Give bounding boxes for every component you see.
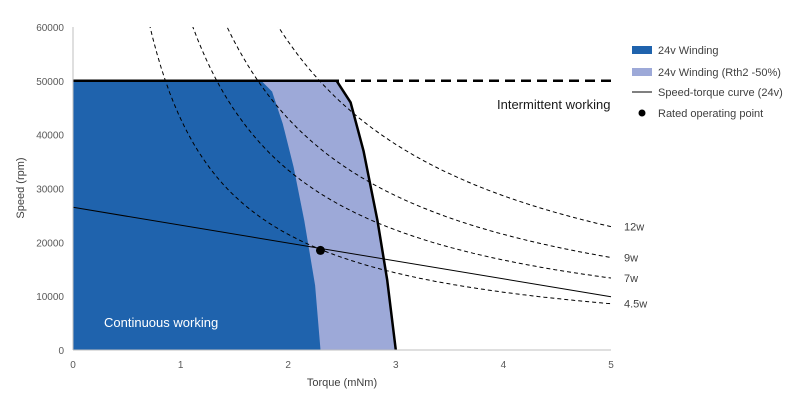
x-tick-label: 1 [178,360,184,371]
legend-swatch-3 [638,109,646,117]
power-curve-label-3: 4.5w [624,299,647,311]
power-curve-label-0: 12w [624,222,644,234]
y-tick-label: 20000 [36,238,64,249]
power-curve-label-2: 7w [624,273,638,285]
x-axis-title: Torque (mNm) [307,377,377,389]
y-tick-label: 50000 [36,77,64,88]
x-tick-label: 5 [608,360,614,371]
power-curve-label-1: 9w [624,252,638,264]
legend-label-1: 24v Winding (Rth2 -50%) [658,67,781,79]
y-tick-label: 10000 [36,292,64,303]
legend-label-3: Rated operating point [658,108,763,120]
y-tick-label: 60000 [36,23,64,34]
y-axis-title: Speed (rpm) [15,157,27,218]
legend-swatch-0 [632,46,652,54]
continuous-working-label: Continuous working [104,315,218,330]
power-curve-1 [226,27,611,258]
power-curve-3 [149,27,611,305]
rated-operating-point [315,245,325,255]
y-tick-label: 30000 [36,185,64,196]
x-tick-label: 4 [501,360,507,371]
power-curve-0 [277,27,611,228]
intermittent-working-label: Intermittent working [497,97,610,112]
legend-swatch-1 [632,68,652,76]
series-area-1 [73,80,321,350]
x-tick-label: 3 [393,360,399,371]
x-tick-label: 0 [70,360,76,371]
y-tick-label: 40000 [36,131,64,142]
legend-label-0: 24v Winding [658,45,719,57]
power-curve-2 [192,27,611,279]
speed-torque-line [72,206,612,298]
x-tick-label: 2 [285,360,291,371]
y-tick-label: 0 [58,346,64,357]
legend-label-2: Speed-torque curve (24v) [658,87,783,99]
continuous-limit-line [73,79,398,351]
